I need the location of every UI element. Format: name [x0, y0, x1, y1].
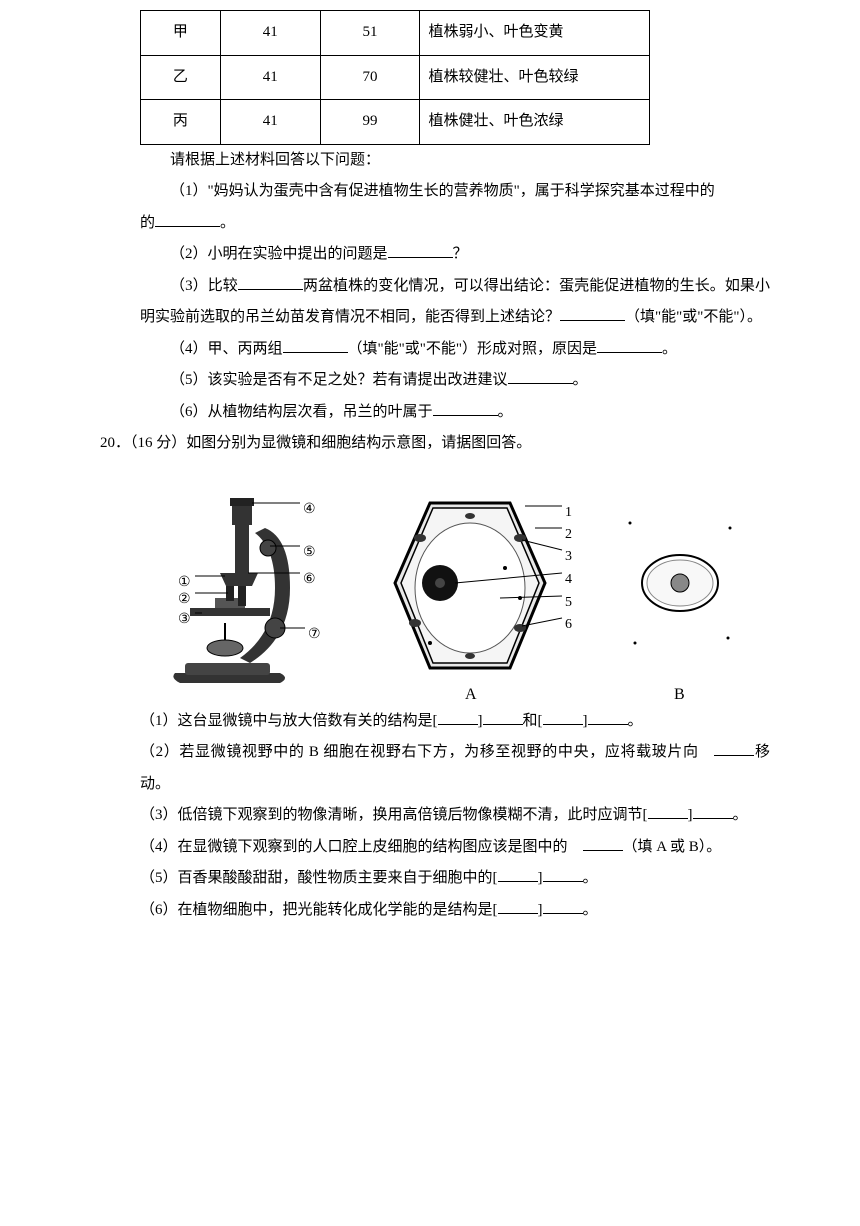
cell: 甲 — [141, 11, 221, 56]
blank — [597, 336, 662, 353]
s4a: （4）在显微镜下观察到的人口腔上皮细胞的结构图应该是图中的 — [140, 839, 583, 855]
q6-text-b: 。 — [498, 404, 513, 420]
blank — [543, 866, 583, 883]
s5a: （5）百香果酸酸甜甜，酸性物质主要来自于细胞中的[ — [140, 870, 498, 886]
figure-label-B: B — [674, 678, 685, 712]
s2a: （2）若显微镜视野中的 B 细胞在视野右下方，为移至视野的中央，应将载玻片向 — [140, 744, 714, 760]
q1-text-b: 。 — [220, 215, 235, 231]
blank — [238, 273, 303, 290]
sub-question-5: （5）百香果酸酸甜甜，酸性物质主要来自于细胞中的[]。 — [140, 863, 770, 895]
blank — [508, 368, 573, 385]
s3c: 。 — [733, 807, 748, 823]
q4-text-a: （4）甲、丙两组 — [170, 341, 283, 357]
q5-text-a: （5）该实验是否有不足之处？若有请提出改进建议 — [170, 372, 508, 388]
microscope-label-4: ④ — [303, 495, 316, 524]
s4b: （填 A 或 B）。 — [623, 839, 722, 855]
microscope-label-6: ⑥ — [303, 565, 316, 594]
q2-text-b: ？ — [453, 246, 468, 262]
microscope-diagram: ① ② ③ ④ ⑤ ⑥ ⑦ — [140, 478, 340, 698]
blank — [588, 708, 628, 725]
sub-question-6: （6）在植物细胞中，把光能转化成化学能的是结构是[]。 — [140, 895, 770, 927]
q3-text-c: （填"能"或"不能"）。 — [625, 309, 762, 325]
blank — [483, 708, 523, 725]
sub-question-3: （3）低倍镜下观察到的物像清晰，换用高倍镜后物像模糊不清，此时应调节[]。 — [140, 800, 770, 832]
cell: 丙 — [141, 100, 221, 145]
blank — [498, 866, 538, 883]
microscope-label-7: ⑦ — [308, 620, 321, 649]
cell: 植株较健壮、叶色较绿 — [420, 55, 650, 100]
question-5: （5）该实验是否有不足之处？若有请提出改进建议 。 — [140, 365, 770, 397]
plant-cell-diagram: 1 2 3 4 5 6 A — [370, 478, 590, 698]
q6-text-a: （6）从植物结构层次看，吊兰的叶属于 — [170, 404, 433, 420]
cell: 41 — [220, 100, 320, 145]
cell: 乙 — [141, 55, 221, 100]
q4-text-b: （填"能"或"不能"）形成对照，原因是 — [348, 341, 598, 357]
cell: 植株弱小、叶色变黄 — [420, 11, 650, 56]
blank — [433, 399, 498, 416]
microscope-label-3: ③ — [178, 605, 191, 634]
question-2: （2）小明在实验中提出的问题是 ？ — [140, 239, 770, 271]
blank — [388, 242, 453, 259]
question-1: （1）"妈妈认为蛋壳中含有促进植物生长的营养物质"，属于科学探究基本过程中的 — [140, 176, 770, 208]
cell: 41 — [220, 11, 320, 56]
s3a: （3）低倍镜下观察到的物像清晰，换用高倍镜后物像模糊不清，此时应调节[ — [140, 807, 648, 823]
figure-label-A: A — [465, 678, 477, 712]
microscope-label-5: ⑤ — [303, 538, 316, 567]
question-20-header: 20．（16 分）如图分别为显微镜和细胞结构示意图，请据图回答。 — [100, 428, 770, 460]
s1a: （1）这台显微镜中与放大倍数有关的结构是[ — [140, 713, 438, 729]
blank — [560, 305, 625, 322]
blank — [583, 834, 623, 851]
sub-question-4: （4）在显微镜下观察到的人口腔上皮细胞的结构图应该是图中的 （填 A 或 B）。 — [140, 832, 770, 864]
question-3: （3）比较两盆植株的变化情况，可以得出结论：蛋壳能促进植物的生长。如果小明实验前… — [140, 271, 770, 334]
q5-text-b: 。 — [573, 372, 588, 388]
question-4: （4）甲、丙两组 （填"能"或"不能"）形成对照，原因是 。 — [140, 334, 770, 366]
q3-text-a: （3）比较 — [170, 278, 238, 294]
blank — [543, 708, 583, 725]
s1e: 。 — [628, 713, 643, 729]
cell: 70 — [320, 55, 420, 100]
cell-label-6: 6 — [565, 610, 572, 639]
sub-question-2: （2）若显微镜视野中的 B 细胞在视野右下方，为移至视野的中央，应将载玻片向 移… — [140, 737, 770, 800]
s5c: 。 — [583, 870, 598, 886]
q2-text-a: （2）小明在实验中提出的问题是 — [170, 246, 388, 262]
blank — [155, 210, 220, 227]
figure-row: ① ② ③ ④ ⑤ ⑥ ⑦ — [140, 468, 770, 698]
cell: 41 — [220, 55, 320, 100]
cell: 99 — [320, 100, 420, 145]
cell: 植株健壮、叶色浓绿 — [420, 100, 650, 145]
s6a: （6）在植物细胞中，把光能转化成化学能的是结构是[ — [140, 902, 498, 918]
question-1-cont: 的。 — [140, 208, 770, 240]
data-table: 甲 41 51 植株弱小、叶色变黄 乙 41 70 植株较健壮、叶色较绿 丙 4… — [140, 10, 650, 145]
cell: 51 — [320, 11, 420, 56]
q1-text-a: （1）"妈妈认为蛋壳中含有促进植物生长的营养物质"，属于科学探究基本过程中的 — [170, 183, 715, 199]
blank — [648, 803, 688, 820]
question-6: （6）从植物结构层次看，吊兰的叶属于 。 — [140, 397, 770, 429]
intro-text: 请根据上述材料回答以下问题： — [140, 145, 770, 177]
s1c: 和[ — [523, 713, 543, 729]
blank — [498, 897, 538, 914]
blank — [693, 803, 733, 820]
q4-text-c: 。 — [662, 341, 677, 357]
blank — [714, 740, 754, 757]
s6c: 。 — [583, 902, 598, 918]
animal-cell-diagram: B — [610, 478, 750, 698]
blank — [283, 336, 348, 353]
blank — [543, 897, 583, 914]
